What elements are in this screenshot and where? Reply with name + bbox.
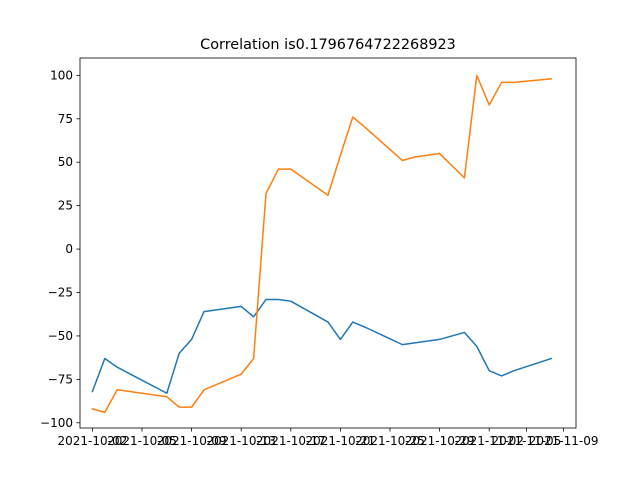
x-tick-label: 2021-10-21 — [306, 434, 376, 448]
y-tick-label: −75 — [48, 372, 73, 386]
y-tick-label: 0 — [65, 242, 73, 256]
y-tick-label: 50 — [58, 155, 73, 169]
y-tick-label: −50 — [48, 329, 73, 343]
y-tick-label: 25 — [58, 199, 73, 213]
axes-layer: −100−75−50−2502550751002021-10-022021-10… — [40, 68, 598, 448]
plot-frame — [79, 57, 577, 429]
x-tick-label: 2021-10-29 — [405, 434, 475, 448]
x-tick-label: 2021-11-02 — [454, 434, 524, 448]
y-tick-label: 75 — [58, 112, 73, 126]
x-tick-label: 2021-10-25 — [355, 434, 425, 448]
y-tick-label: 100 — [50, 68, 73, 82]
series-line-2 — [91, 74, 553, 414]
series-line-1 — [91, 298, 553, 395]
y-tick-label: −25 — [48, 286, 73, 300]
chart-title: Correlation is0.1796764722268923 — [200, 37, 456, 53]
x-tick-label: 2021-10-17 — [256, 434, 326, 448]
x-tick-label: 2021-11-09 — [529, 434, 599, 448]
x-tick-label: 2021-10-09 — [157, 434, 227, 448]
x-tick-label: 2021-10-05 — [107, 434, 177, 448]
x-tick-label: 2021-10-13 — [206, 434, 276, 448]
y-tick-label: −100 — [40, 416, 73, 430]
series-layer — [91, 74, 553, 414]
x-tick-label: 2021-10-02 — [58, 434, 128, 448]
x-tick-label: 2021-11-05 — [492, 434, 562, 448]
